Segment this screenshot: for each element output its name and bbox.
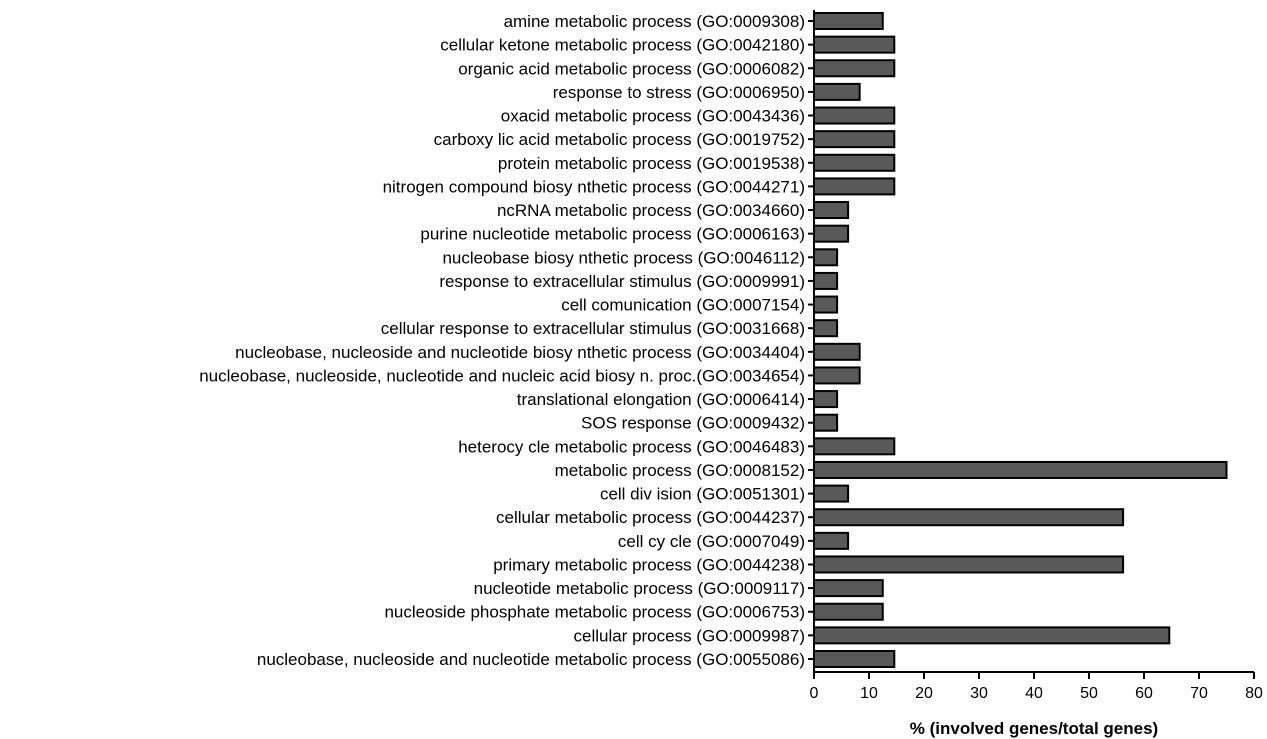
category-label-27: nucleobase, nucleoside and nucleotide me…	[257, 650, 805, 669]
bar-27	[813, 650, 896, 668]
bar-0	[813, 12, 884, 30]
x-tick-label-3: 30	[970, 685, 988, 702]
category-label-25: nucleoside phosphate metabolic process (…	[384, 603, 805, 622]
bar-6	[813, 153, 896, 172]
category-labels-layer: amine metabolic process (GO:0009308) cell…	[199, 12, 805, 669]
bar-17	[813, 413, 839, 432]
axes-layer: 0 10 20 30 40 50 60 70 80	[808, 10, 1263, 702]
bar-7	[813, 177, 896, 196]
x-tick-label-1: 10	[860, 685, 878, 702]
category-label-1: cellular ketone metabolic process (GO:00…	[440, 36, 805, 55]
x-axis-title: % (involved genes/total genes)	[910, 719, 1158, 738]
bar-9	[813, 224, 850, 243]
bar-20	[813, 484, 850, 503]
x-tick-label-5: 50	[1080, 685, 1098, 702]
bar-8	[813, 201, 850, 220]
x-tick-label-7: 70	[1190, 685, 1208, 702]
category-label-3: response to stress (GO:0006950)	[553, 83, 805, 102]
category-label-8: ncRNA metabolic process (GO:0034660)	[497, 201, 805, 220]
category-label-13: cellular response to extracellular stimu…	[381, 319, 805, 338]
category-label-14: nucleobase, nucleoside and nucleotide bi…	[235, 343, 805, 362]
category-label-2: organic acid metabolic process (GO:00060…	[458, 59, 805, 78]
category-label-11: response to extracellular stimulus (GO:0…	[439, 272, 805, 291]
bar-22	[813, 531, 850, 550]
bar-18	[813, 437, 896, 456]
bar-11	[813, 271, 839, 290]
category-label-26: cellular process (GO:0009987)	[573, 626, 805, 645]
bar-4	[813, 106, 896, 125]
category-label-16: translational elongation (GO:0006414)	[517, 390, 805, 409]
bar-5	[813, 130, 896, 149]
bar-3	[813, 82, 861, 101]
category-label-24: nucleotide metabolic process (GO:0009117…	[474, 579, 805, 598]
bar-21	[813, 508, 1125, 527]
x-tick-label-4: 40	[1025, 685, 1043, 702]
category-label-7: nitrogen compound biosy nthetic process …	[383, 177, 805, 196]
category-label-5: carboxy lic acid metabolic process (GO:0…	[434, 130, 805, 149]
bar-10	[813, 248, 839, 267]
x-tick-label-8: 80	[1245, 685, 1263, 702]
bar-1	[813, 35, 896, 54]
bar-14	[813, 342, 861, 361]
category-label-6: protein metabolic process (GO:0019538)	[498, 154, 805, 173]
x-tick-label-2: 20	[915, 685, 933, 702]
category-label-20: cell div ision (GO:0051301)	[600, 485, 805, 504]
bar-24	[813, 579, 884, 598]
category-label-15: nucleobase, nucleoside, nucleotide and n…	[199, 366, 805, 385]
bar-12	[813, 295, 839, 314]
category-label-4: oxacid metabolic process (GO:0043436)	[501, 107, 805, 126]
category-label-19: metabolic process (GO:0008152)	[555, 461, 805, 480]
category-label-22: cell cy cle (GO:0007049)	[618, 532, 805, 551]
bar-26	[813, 626, 1171, 645]
bar-15	[813, 366, 861, 385]
bar-2	[813, 59, 896, 78]
bar-19	[813, 460, 1228, 479]
category-label-21: cellular metabolic process (GO:0044237)	[496, 508, 805, 527]
category-label-0: amine metabolic process (GO:0009308)	[504, 12, 805, 31]
category-label-17: SOS response (GO:0009432)	[581, 414, 805, 433]
category-label-18: heterocy cle metabolic process (GO:00464…	[458, 437, 805, 456]
category-label-12: cell comunication (GO:0007154)	[561, 296, 805, 315]
bars-layer	[813, 12, 1228, 668]
bar-13	[813, 319, 839, 338]
bar-23	[813, 555, 1125, 574]
bar-16	[813, 390, 839, 409]
category-label-9: purine nucleotide metabolic process (GO:…	[420, 225, 805, 244]
category-label-23: primary metabolic process (GO:0044238)	[493, 555, 805, 574]
bar-25	[813, 602, 884, 621]
category-label-10: nucleobase biosy nthetic process (GO:004…	[442, 248, 805, 267]
x-tick-label-6: 60	[1135, 685, 1153, 702]
x-tick-label-0: 0	[810, 685, 819, 702]
